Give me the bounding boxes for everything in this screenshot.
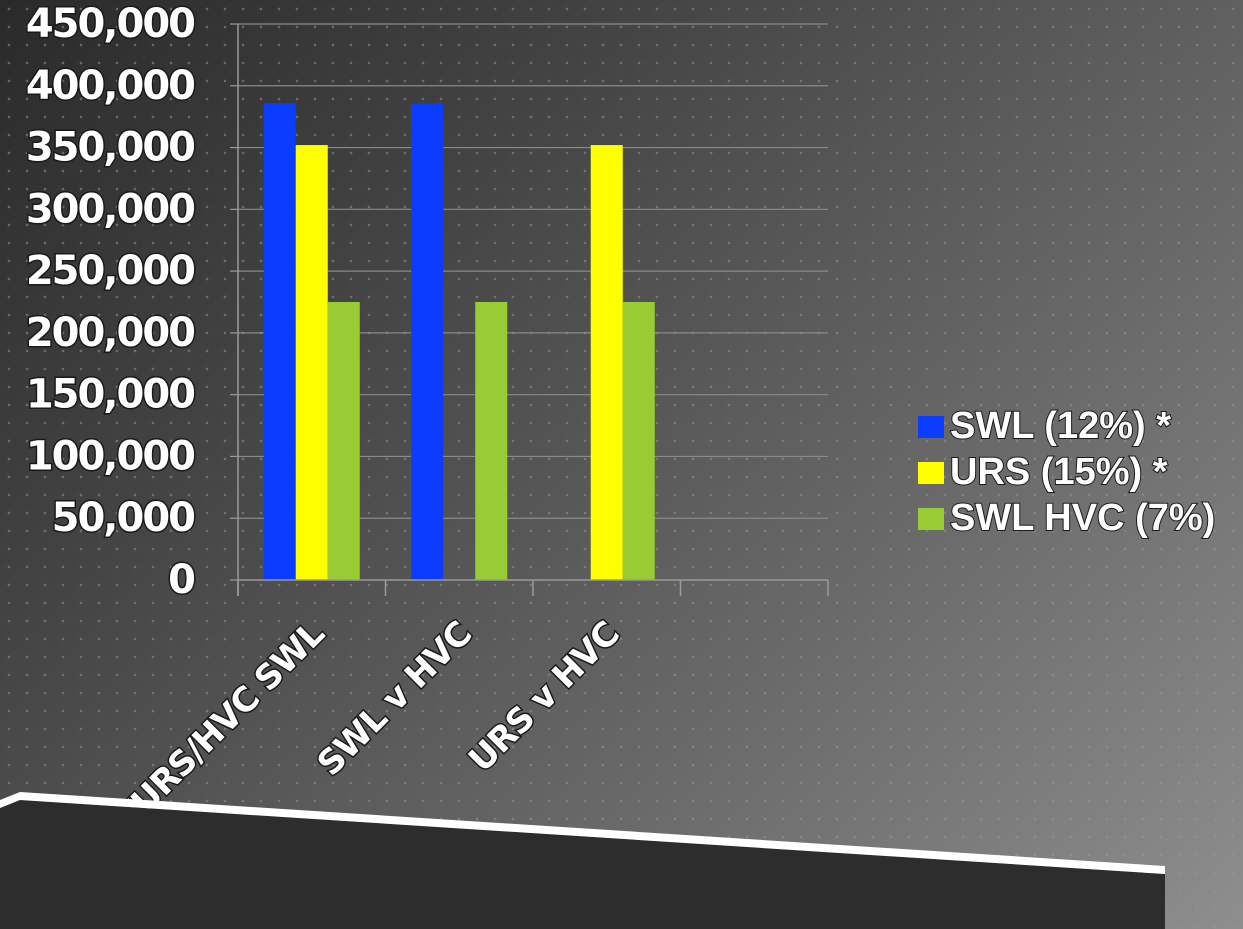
bars — [263, 103, 655, 580]
y-tick-label: 100,000 — [26, 433, 194, 479]
y-axis-tick-labels: 0 50,000 100,000 150,000 200,000 250,000 300,0… — [24, 0, 197, 605]
y-tick-label: 0 — [168, 557, 194, 603]
y-tick-label: 200,000 — [26, 310, 194, 356]
bar — [263, 103, 296, 580]
legend-swatch — [918, 508, 944, 530]
bar — [327, 302, 360, 580]
legend-label: URS (15%) * — [950, 451, 1168, 493]
bar — [475, 302, 508, 580]
decorative-bottom-band — [0, 800, 1165, 929]
x-category-label: URS v HVC — [461, 614, 627, 780]
y-tick-label: 150,000 — [26, 372, 194, 418]
x-category-label: SWL v HVC — [310, 614, 480, 784]
legend-swatch — [918, 462, 944, 484]
y-tick-label: 300,000 — [26, 186, 194, 232]
y-tick-label: 350,000 — [26, 125, 194, 171]
y-tick-label: 450,000 — [26, 1, 194, 47]
bar — [295, 145, 328, 580]
y-tick-label: 250,000 — [26, 248, 194, 294]
legend: SWL (12%) *URS (15%) *SWL HVC (7%) — [918, 404, 1216, 540]
bar — [622, 302, 655, 580]
legend-swatch — [918, 416, 944, 438]
axes — [230, 23, 829, 596]
bar — [411, 103, 444, 580]
decorative-bottom-band-edge — [0, 792, 1165, 874]
legend-label: SWL HVC (7%) — [950, 497, 1215, 539]
y-tick-label: 50,000 — [52, 495, 195, 541]
legend-label: SWL (12%) * — [950, 405, 1171, 447]
bar — [590, 145, 623, 580]
y-tick-label: 400,000 — [26, 63, 194, 109]
